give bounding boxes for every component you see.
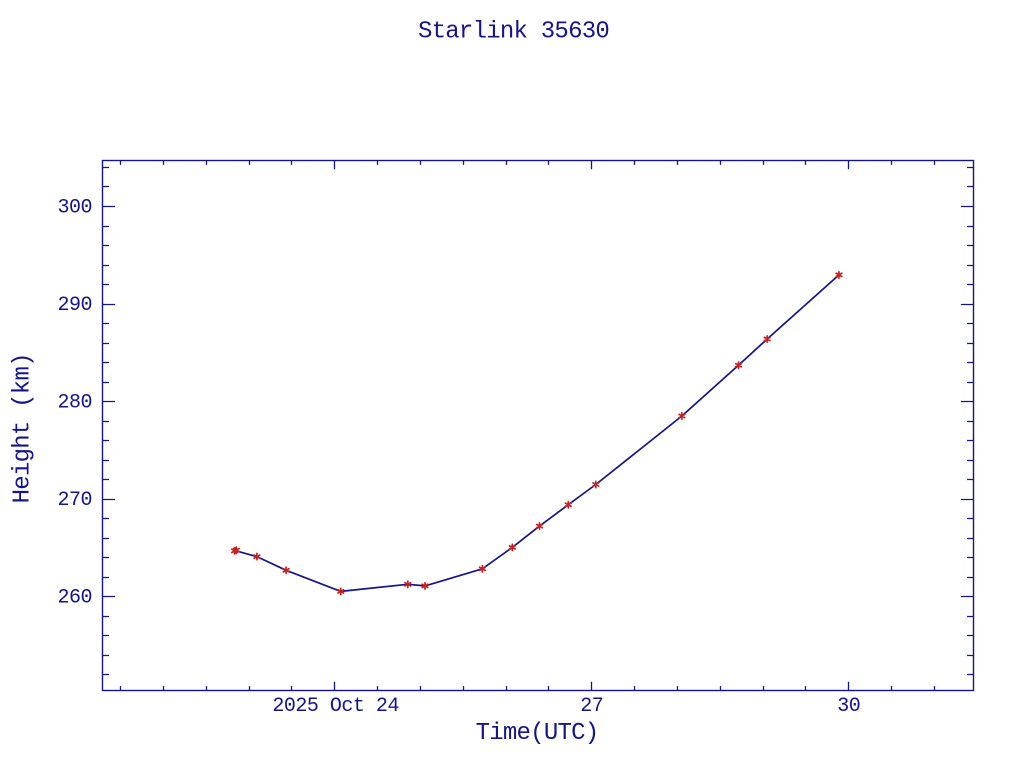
svg-text:2025 Oct 24: 2025 Oct 24 bbox=[272, 695, 399, 718]
svg-text:280: 280 bbox=[57, 392, 92, 415]
svg-text:270: 270 bbox=[57, 489, 92, 512]
svg-text:290: 290 bbox=[57, 294, 92, 317]
svg-text:Starlink 35630: Starlink 35630 bbox=[418, 19, 609, 46]
svg-text:30: 30 bbox=[837, 695, 860, 718]
svg-text:Height (km): Height (km) bbox=[10, 353, 37, 503]
svg-text:27: 27 bbox=[580, 695, 603, 718]
svg-text:300: 300 bbox=[57, 197, 92, 220]
svg-text:260: 260 bbox=[57, 587, 92, 610]
svg-text:Time(UTC): Time(UTC) bbox=[476, 720, 599, 747]
